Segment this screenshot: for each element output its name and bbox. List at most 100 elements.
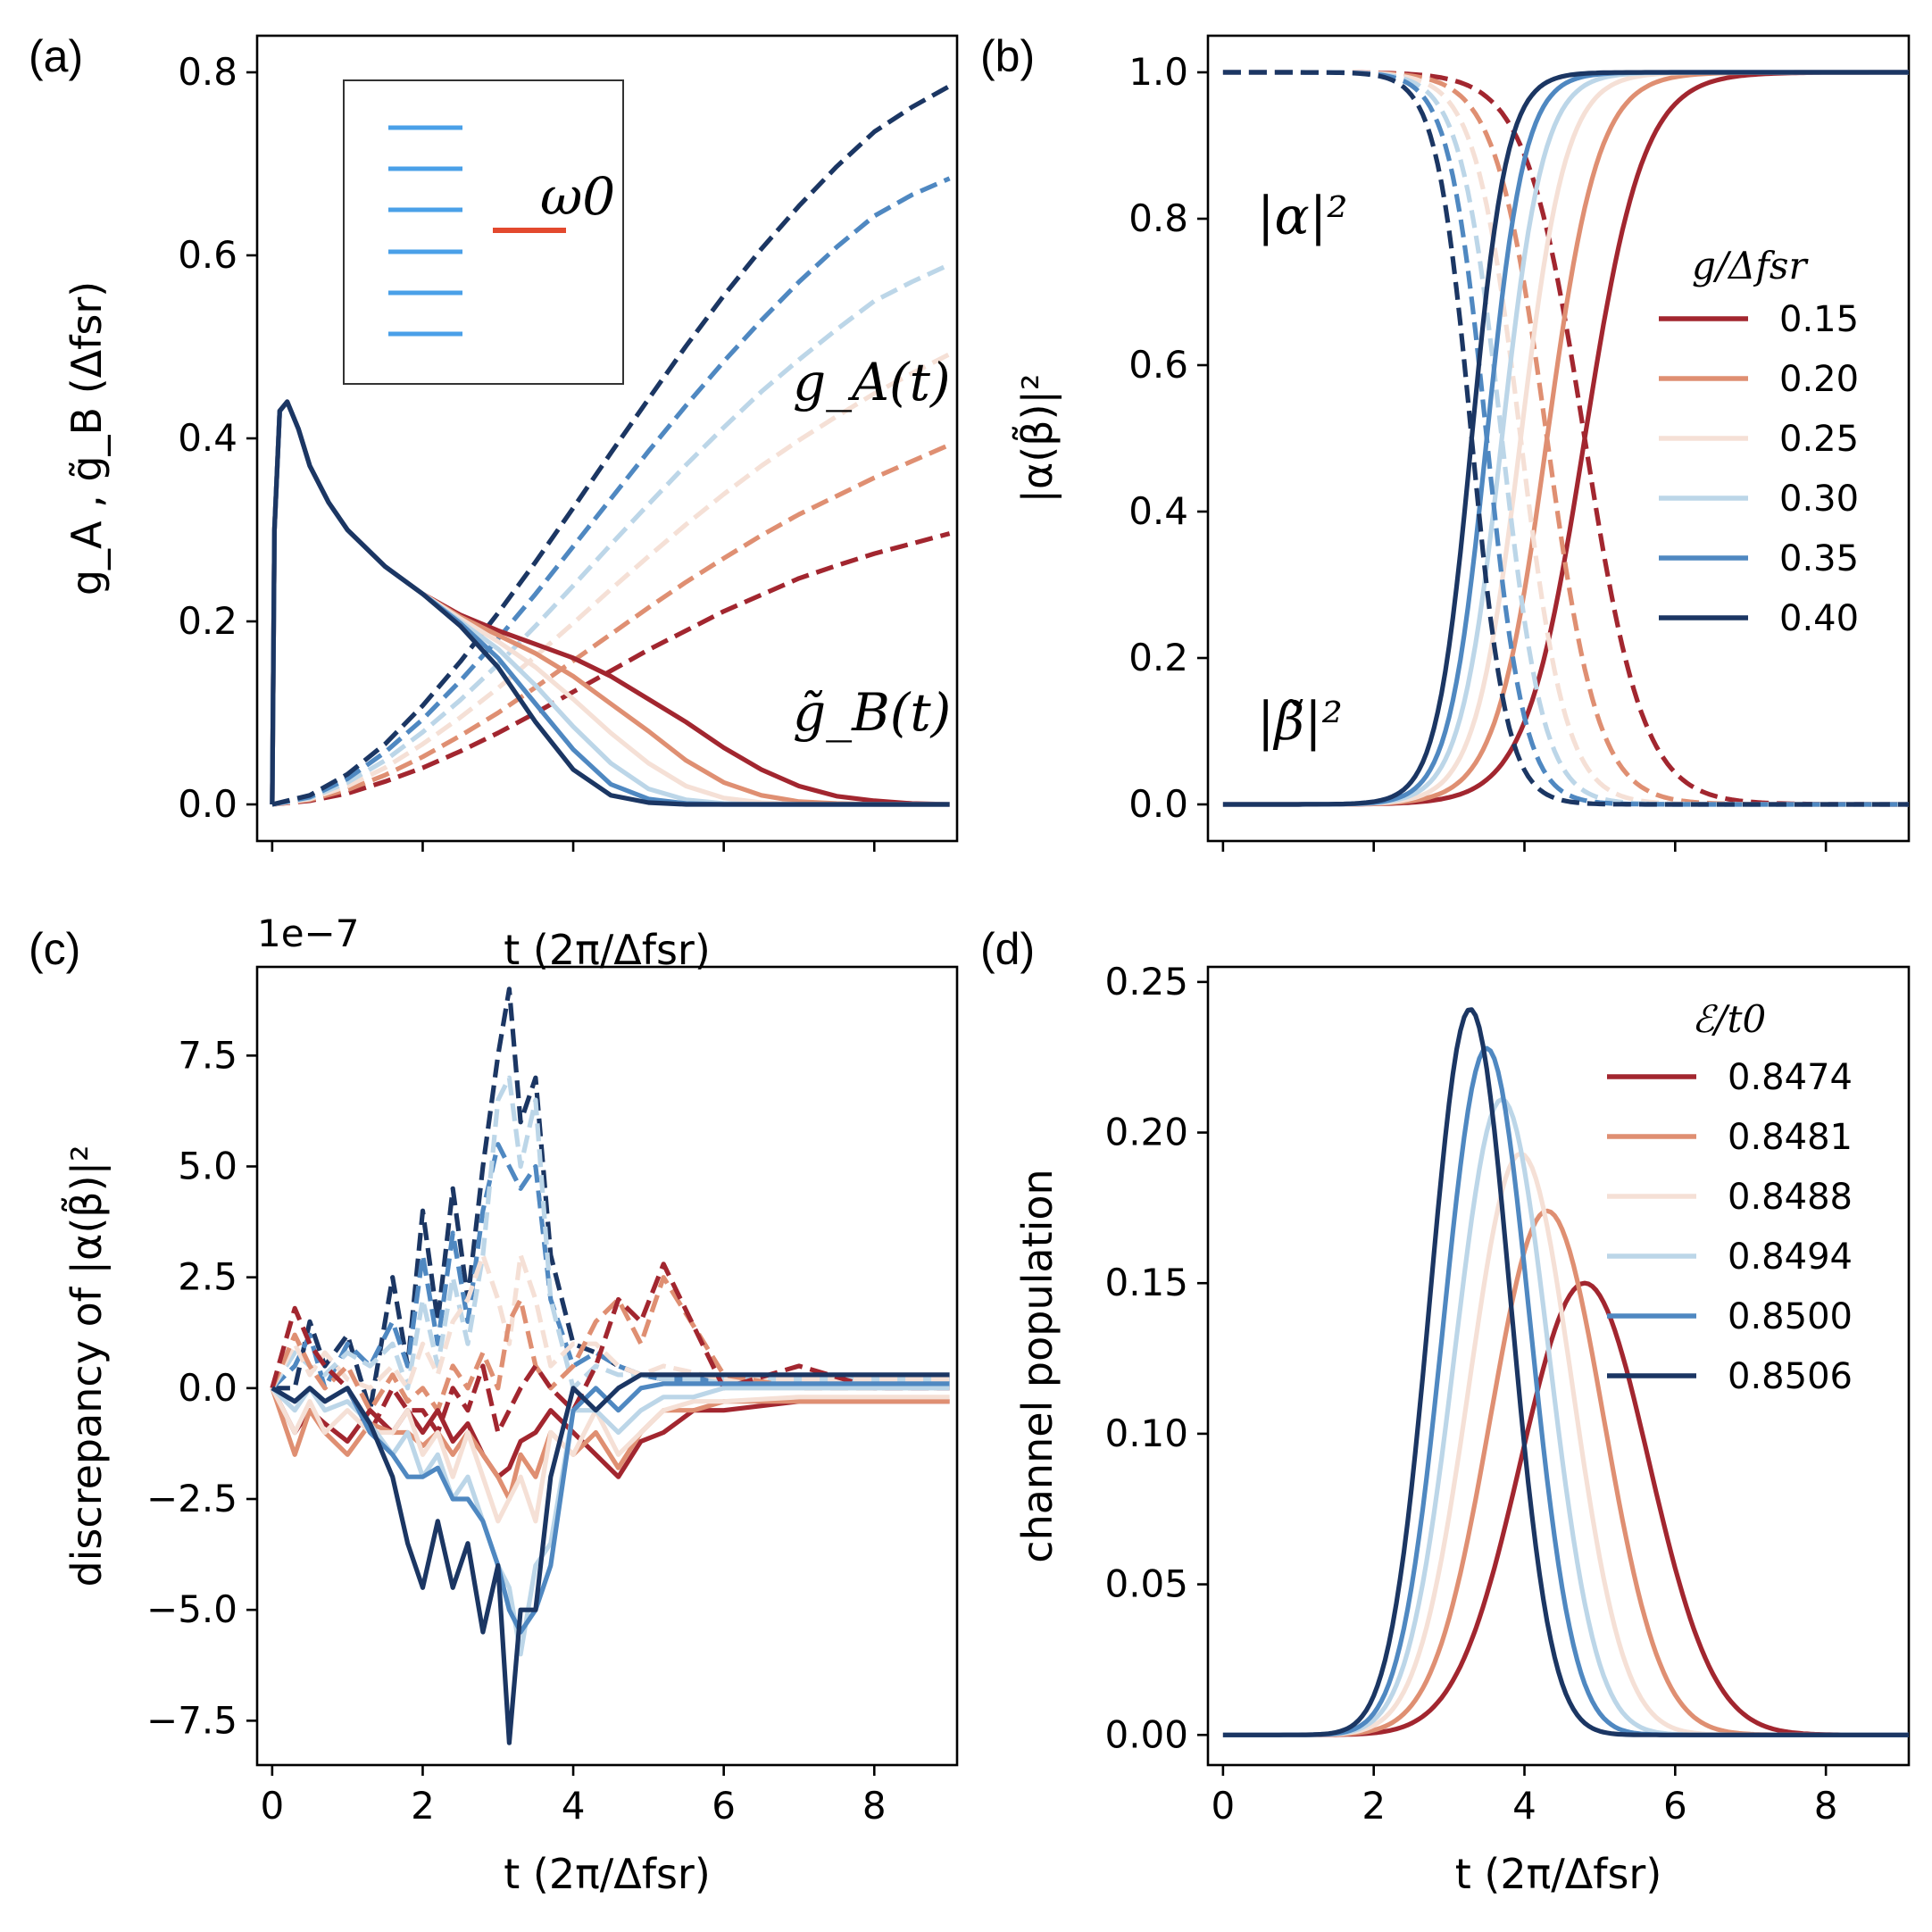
panel-b: 0.0 0.2 0.4 0.6 0.8 1.0 |α(β̃)|² (1012, 34, 1911, 852)
x-tick-label: 6 (1663, 1784, 1687, 1828)
panel-d: 0 2 4 6 8 0.00 0.05 0.10 0.15 0.20 0.25 t (2π/Δfsr)… (1013, 960, 1911, 1898)
series-line (270, 399, 950, 807)
annot-gB: g̃_B(t) (793, 682, 951, 743)
y-tick-label: 0.6 (1128, 343, 1188, 387)
series-line (271, 531, 951, 807)
y-tick-label: 0.25 (1104, 960, 1188, 1003)
legend-d: ℰ/t0 0.8474 0.8481 0.8488 0.8494 0.8500 0.850… (1607, 997, 1853, 1397)
legend-b-label: 0.30 (1779, 479, 1859, 520)
y-tick-label: 0.05 (1104, 1562, 1188, 1606)
annot-beta: |β̃|² (1257, 691, 1343, 752)
legend-d-label: 0.8488 (1728, 1177, 1853, 1218)
series-line (270, 399, 950, 807)
y-tick-label: 0.0 (1128, 782, 1188, 826)
beta-series-line (1222, 70, 1909, 807)
y-tick-label: 0.10 (1104, 1412, 1188, 1455)
series-line (271, 1372, 950, 1745)
x-tick-label: 0 (1212, 1784, 1236, 1828)
y-tick-label: 0.15 (1104, 1261, 1188, 1304)
legend-d-label: 0.8506 (1728, 1356, 1853, 1397)
series-line (271, 1381, 950, 1635)
y-tick-label: 0.2 (1128, 636, 1188, 679)
series-line (270, 1387, 950, 1524)
cavity-mode-levels (388, 125, 462, 337)
legend-b-title: g/Δfsr (1692, 244, 1809, 287)
y-axis-label: channel population (1013, 1169, 1062, 1562)
series-line (1222, 1007, 1909, 1737)
x-axis-label: t (2π/Δfsr) (504, 1850, 711, 1898)
legend-b-label: 0.15 (1779, 299, 1859, 340)
legend-d-label: 0.8481 (1728, 1117, 1853, 1158)
x-tick-label: 8 (862, 1784, 887, 1828)
plot-frame (255, 965, 959, 1767)
legend-b-label: 0.40 (1779, 598, 1859, 639)
x-tick-label: 0 (260, 1784, 284, 1828)
y-tick-label: 0.0 (178, 782, 237, 826)
x-tick-label: 4 (1512, 1784, 1536, 1828)
y-tick-label: 0.4 (178, 416, 237, 460)
legend-d-label: 0.8494 (1728, 1237, 1853, 1278)
series-line (271, 352, 951, 807)
inset-frame (343, 79, 624, 385)
series-line (271, 1142, 950, 1391)
series-line (271, 176, 951, 807)
y-tick-label: 0.4 (1128, 489, 1188, 533)
y-tick-label: −5.0 (146, 1587, 237, 1631)
legend-d-label: 0.8500 (1728, 1296, 1853, 1337)
y-axis-label: |α(β̃)|² (1012, 373, 1062, 503)
annot-alpha: |α|² (1257, 186, 1348, 246)
y-tick-label: 0.6 (178, 233, 237, 277)
y-tick-label: 0.8 (178, 50, 237, 94)
series-line (270, 1387, 950, 1502)
series-line (270, 1253, 950, 1391)
legend-d-title: ℰ/t0 (1692, 997, 1766, 1041)
series-line (270, 399, 950, 807)
panel-label-b: (b) (980, 31, 1035, 81)
plot-frame (1206, 34, 1911, 843)
panel-c: 0 2 4 6 8 −7.5 −5.0 −2.5 0.0 2.5 5.0 7.5 t (2π/Δfsr)… (62, 965, 959, 1898)
series-line (270, 399, 950, 807)
legend-b: g/Δfsr 0.15 0.20 0.25 0.30 0.35 0.40 (1659, 244, 1859, 639)
x-tick-label: 2 (411, 1784, 435, 1828)
series-line (271, 442, 951, 807)
legend-b-label: 0.35 (1779, 538, 1859, 579)
x-tick-label: 6 (712, 1784, 736, 1828)
legend-b-label: 0.25 (1779, 419, 1859, 460)
series-line (270, 399, 950, 807)
alpha-series-line (1222, 70, 1909, 807)
panel-label-c: (c) (29, 924, 80, 974)
x-axis-label: t (2π/Δfsr) (1455, 1850, 1662, 1898)
y-tick-label: 7.5 (178, 1033, 237, 1077)
x-tick-label: 2 (1362, 1784, 1386, 1828)
panel-label-d: (d) (980, 924, 1035, 974)
y-axis-label: g_A , g̃_B (Δfsr) (62, 281, 111, 595)
series-line (270, 1075, 950, 1391)
panel-a: 0.00.20.40.60.8t (2π/Δfsr)g_A , g̃_B (Δf… (62, 34, 959, 974)
legend-d-label: 0.8474 (1728, 1057, 1853, 1098)
level-diagram-inset: ω0 (343, 79, 624, 385)
y-tick-label: 0.20 (1104, 1111, 1188, 1154)
series-line (271, 84, 951, 807)
y-tick-label: 1.0 (1128, 50, 1188, 94)
series-line (270, 399, 950, 807)
y-tick-label: −2.5 (146, 1477, 237, 1520)
y-tick-label: 0.8 (1128, 196, 1188, 240)
y-tick-label: 5.0 (178, 1145, 237, 1188)
y-tick-label: 2.5 (178, 1255, 237, 1299)
y-axis-label: discrepancy of |α(β̃)|² (62, 1145, 112, 1586)
annot-gA: g_A(t) (793, 352, 951, 412)
panel-label-a: (a) (29, 31, 83, 81)
inset-omega-label: ω0 (540, 166, 615, 227)
series-line (270, 1275, 950, 1413)
x-tick-label: 4 (562, 1784, 586, 1828)
y-tick-label: 0.0 (178, 1366, 237, 1410)
plot-frame (1206, 965, 1911, 1767)
offset-label: 1e−7 (257, 912, 359, 955)
series-line (270, 1387, 950, 1479)
y-tick-label: 0.2 (178, 599, 237, 643)
y-tick-label: 0.00 (1104, 1712, 1188, 1756)
x-tick-label: 8 (1814, 1784, 1838, 1828)
y-tick-label: −7.5 (146, 1698, 237, 1742)
series-line (270, 1262, 950, 1436)
